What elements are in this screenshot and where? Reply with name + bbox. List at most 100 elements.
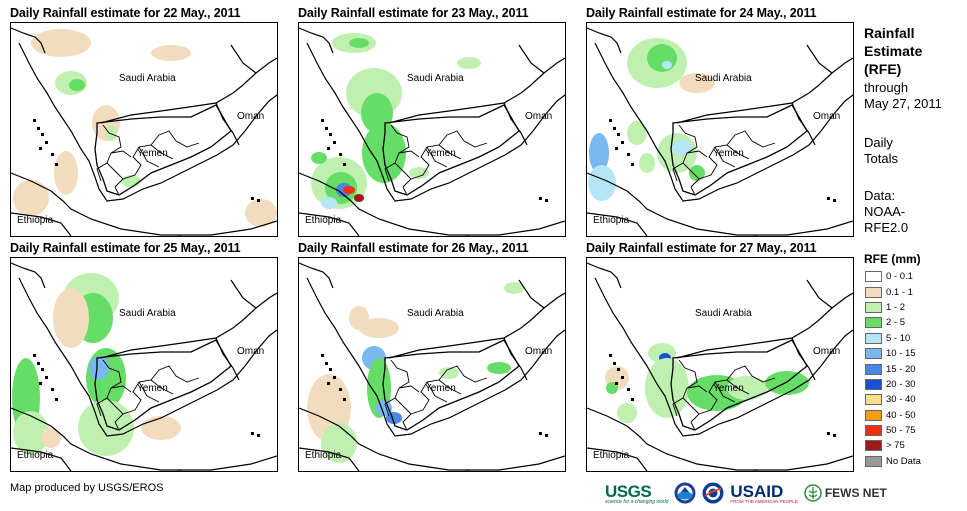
coastline xyxy=(11,172,277,236)
map-label-somalia: Somalia xyxy=(151,470,188,471)
island xyxy=(333,141,336,144)
panel-title: Daily Rainfall estimate for 22 May., 201… xyxy=(10,6,241,20)
rainfall-area xyxy=(89,356,109,380)
legend-class-label: No Data xyxy=(886,455,921,467)
governorate-boundaries xyxy=(672,124,776,196)
island xyxy=(617,368,620,371)
map-panel-24-may: Daily Rainfall estimate for 24 May., 201… xyxy=(586,6,854,237)
map-frame: Saudi Arabia Oman Yemen Ethiopia Somalia xyxy=(586,22,854,237)
country-border xyxy=(388,57,565,124)
rainfall-area xyxy=(78,400,134,456)
usgs-logo: USGS science for a changing world xyxy=(605,481,669,505)
island xyxy=(827,197,830,200)
island xyxy=(39,147,42,150)
legend-title: Rainfall Estimate (RFE) xyxy=(864,25,923,77)
coastline xyxy=(587,27,622,54)
panel-title: Daily Rainfall estimate for 24 May., 201… xyxy=(586,6,817,20)
legend-swatch xyxy=(865,409,882,421)
map-frame: Saudi Arabia Oman Yemen Ethiopia Somalia xyxy=(10,22,278,237)
island xyxy=(325,127,328,130)
legend-class-row: 15 - 20 xyxy=(865,361,921,376)
island xyxy=(339,388,342,391)
fews-net-logo: FEWS NET xyxy=(804,484,887,502)
legend-swatch xyxy=(865,271,882,283)
governorate-boundaries xyxy=(384,359,488,431)
coastline xyxy=(11,447,72,471)
panel-title: Daily Rainfall estimate for 27 May., 201… xyxy=(586,241,817,255)
legend-class-row: 1 - 2 xyxy=(865,300,921,315)
island xyxy=(329,133,332,136)
map-credit: Map produced by USGS/EROS xyxy=(10,482,164,494)
rainfall-area xyxy=(343,186,355,194)
coastline xyxy=(587,212,648,236)
coastline xyxy=(299,407,565,471)
rainfall-area xyxy=(689,165,705,181)
legend-class-label: 2 - 5 xyxy=(886,317,906,329)
map-label-oman: Oman xyxy=(237,111,264,122)
rainfall-area xyxy=(105,125,117,141)
map-label-oman: Oman xyxy=(237,346,264,357)
rainfall-area xyxy=(386,412,402,424)
map-label-saudi: Saudi Arabia xyxy=(695,308,752,319)
map-frame: Saudi Arabia Oman Yemen Ethiopia Somalia xyxy=(298,22,566,237)
island xyxy=(609,354,612,357)
rainfall-area xyxy=(588,165,616,201)
legend-swatch xyxy=(865,317,882,329)
usaid-logo: USAID FROM THE AMERICAN PEOPLE xyxy=(730,482,798,504)
island xyxy=(51,388,54,391)
legend-class-label: 50 - 75 xyxy=(886,425,916,437)
island xyxy=(609,119,612,122)
coastline xyxy=(11,262,46,289)
rainfall-area xyxy=(617,403,637,423)
legend-class-row: 40 - 50 xyxy=(865,408,921,423)
rainfall-area xyxy=(645,358,689,418)
country-border xyxy=(676,292,853,359)
map-label-yemen: Yemen xyxy=(425,148,456,159)
island xyxy=(613,127,616,130)
legend-key: 0 - 0.1 0.1 - 1 1 - 2 2 - 5 5 - 10 10 - 15 15 … xyxy=(865,269,921,469)
island xyxy=(327,147,330,150)
island xyxy=(545,434,548,437)
island xyxy=(539,432,542,435)
rainfall-area xyxy=(647,44,677,72)
map-label-somalia: Somalia xyxy=(727,470,764,471)
coastline xyxy=(299,172,565,236)
legend-swatch xyxy=(865,332,882,344)
rainfall-map: Saudi Arabia Oman Yemen Ethiopia Somalia xyxy=(587,27,853,236)
legend-class-row: 5 - 10 xyxy=(865,331,921,346)
country-border xyxy=(806,279,833,309)
island xyxy=(55,398,58,401)
legend-swatch xyxy=(865,394,882,406)
legend-data-source: Data: NOAA- RFE2.0 xyxy=(864,188,909,235)
rainfall-area xyxy=(354,194,364,202)
island xyxy=(321,119,324,122)
island xyxy=(33,119,36,122)
rainfall-map: Saudi Arabia Oman Yemen Ethiopia Somalia xyxy=(299,27,565,236)
rainfall-area xyxy=(639,153,655,173)
rainfall-area xyxy=(349,306,369,330)
map-panel-26-may: Daily Rainfall estimate for 26 May., 201… xyxy=(298,241,566,472)
map-label-oman: Oman xyxy=(525,346,552,357)
panel-title: Daily Rainfall estimate for 23 May., 201… xyxy=(298,6,529,20)
rainfall-area xyxy=(321,197,337,209)
yemen-outline xyxy=(670,104,808,196)
coastline xyxy=(299,447,360,471)
country-border xyxy=(518,44,545,74)
panel-title: Daily Rainfall estimate for 25 May., 201… xyxy=(10,241,241,255)
legend-swatch xyxy=(865,286,882,298)
rainfall-area xyxy=(439,367,459,379)
noaa-seal-icon xyxy=(674,482,696,504)
map-label-somalia: Somalia xyxy=(151,235,188,236)
legend-class-row: 0 - 0.1 xyxy=(865,269,921,284)
legend-class-row: 2 - 5 xyxy=(865,315,921,330)
island xyxy=(325,362,328,365)
map-label-ethiopia: Ethiopia xyxy=(305,215,342,226)
island xyxy=(257,199,260,202)
governorate-boundaries xyxy=(96,359,200,431)
island xyxy=(41,368,44,371)
coastline xyxy=(299,27,334,54)
country-border xyxy=(518,279,545,309)
map-frame: Saudi Arabia Oman Yemen Ethiopia Somalia xyxy=(10,257,278,472)
legend-swatch xyxy=(865,348,882,360)
country-border xyxy=(676,57,853,124)
